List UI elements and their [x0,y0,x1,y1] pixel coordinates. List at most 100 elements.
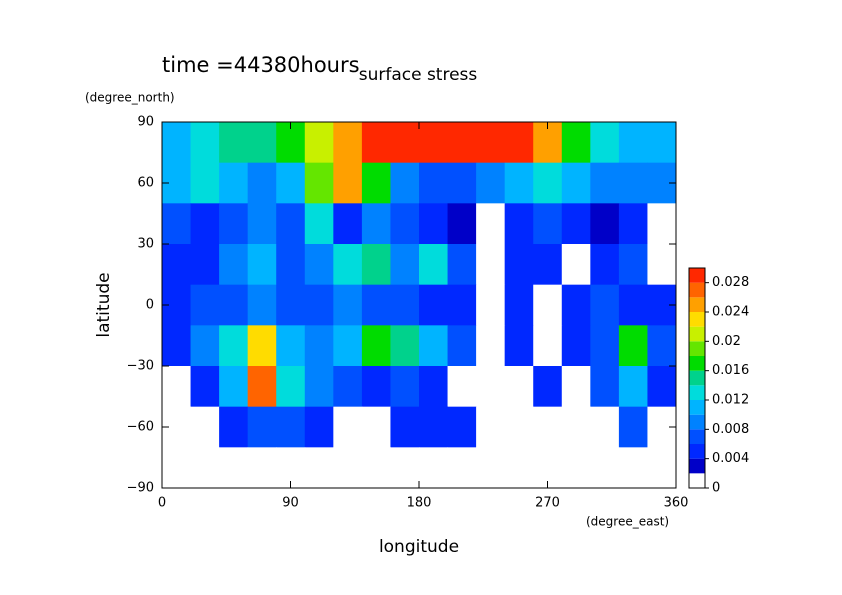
field-cell [304,203,334,245]
y-tick-label: 0 [146,298,154,313]
field-cell [304,284,334,326]
field-cell [390,162,420,204]
x-unit: (degree_east) [586,515,669,529]
colorbar-swatch [689,341,705,356]
y-tick-label: −30 [127,359,154,374]
colorbar-swatch [689,356,705,371]
field-cell [447,325,477,367]
x-axis-label: longitude [379,537,459,557]
field-cell [533,162,563,204]
field-cell [162,366,192,408]
field-cell [533,325,563,367]
field-cell [504,325,534,367]
x-tick-label: 270 [535,496,560,511]
field-cell [361,366,391,408]
field-cell [504,366,534,408]
field-cell [419,122,449,164]
field-cell [618,203,648,245]
field-cell [647,244,677,286]
field-cell [333,366,363,408]
colorbar-tick-label: 0.02 [712,334,741,349]
colorbar-swatch [689,268,705,283]
field-cell [618,284,648,326]
field-cell [590,406,620,448]
field-cell [219,122,249,164]
field-cell [304,366,334,408]
field-cell [447,203,477,245]
field-cell [419,406,449,448]
field-cell [190,162,220,204]
field-cell [361,447,391,489]
colorbar-frame [688,267,706,489]
field-cell [590,284,620,326]
field-cell [190,203,220,245]
field-cell [476,203,506,245]
field-cell [333,162,363,204]
field-cell [447,284,477,326]
field-cell [361,325,391,367]
field-cell [219,366,249,408]
field-cell [533,244,563,286]
colorbar-tick-label: 0.012 [712,393,749,408]
field-cell [333,244,363,286]
field-cell [476,366,506,408]
field-cell [304,244,334,286]
field-cell [162,244,192,286]
colorbar-swatch [689,473,705,488]
field-cell [561,366,591,408]
field-cell [162,447,192,489]
field-cell [561,284,591,326]
x-tick-label: 90 [282,496,299,511]
field-cell [219,203,249,245]
colorbar-swatch [689,400,705,415]
field-cell [390,203,420,245]
field-cell [219,325,249,367]
field-cell [361,244,391,286]
field-cell [390,406,420,448]
field-cell [304,325,334,367]
field-cell [361,203,391,245]
field-cell [390,122,420,164]
field-cell [190,406,220,448]
field-cell [476,244,506,286]
colorbar-swatch [689,312,705,327]
field-cell [476,406,506,448]
field-cell [333,122,363,164]
field-cell [333,325,363,367]
y-tick-label: 90 [137,115,154,130]
field-cell [504,244,534,286]
field-cell [304,447,334,489]
field-cell [561,162,591,204]
field-cell [647,203,677,245]
y-tick-label: −90 [127,481,154,496]
field-cell [504,406,534,448]
field-cell [590,162,620,204]
field-cell [361,122,391,164]
field-cell [247,284,277,326]
field-cell [561,325,591,367]
colorbar-tick-label: 0.008 [712,422,749,437]
colorbar-swatch [689,370,705,386]
field-cell [276,244,306,286]
field-cell [504,122,534,164]
field-cell [247,366,277,408]
field-cell [561,203,591,245]
x-tick-label: 0 [158,496,166,511]
field-cell [618,325,648,367]
field-cell [647,447,677,489]
colorbar-tick-label: 0.004 [712,451,749,466]
colorbar-tick-label: 0.016 [712,363,749,378]
field-cell [333,406,363,448]
field-cell [247,447,277,489]
field-cell [447,366,477,408]
field-cell [561,447,591,489]
field-cell [618,122,648,164]
field-cell [476,447,506,489]
field-cell [533,284,563,326]
field-cell [304,406,334,448]
field-cell [476,122,506,164]
colorbar-swatch [689,385,705,400]
field-cell [504,203,534,245]
field-cell [447,122,477,164]
field-cell [190,244,220,286]
